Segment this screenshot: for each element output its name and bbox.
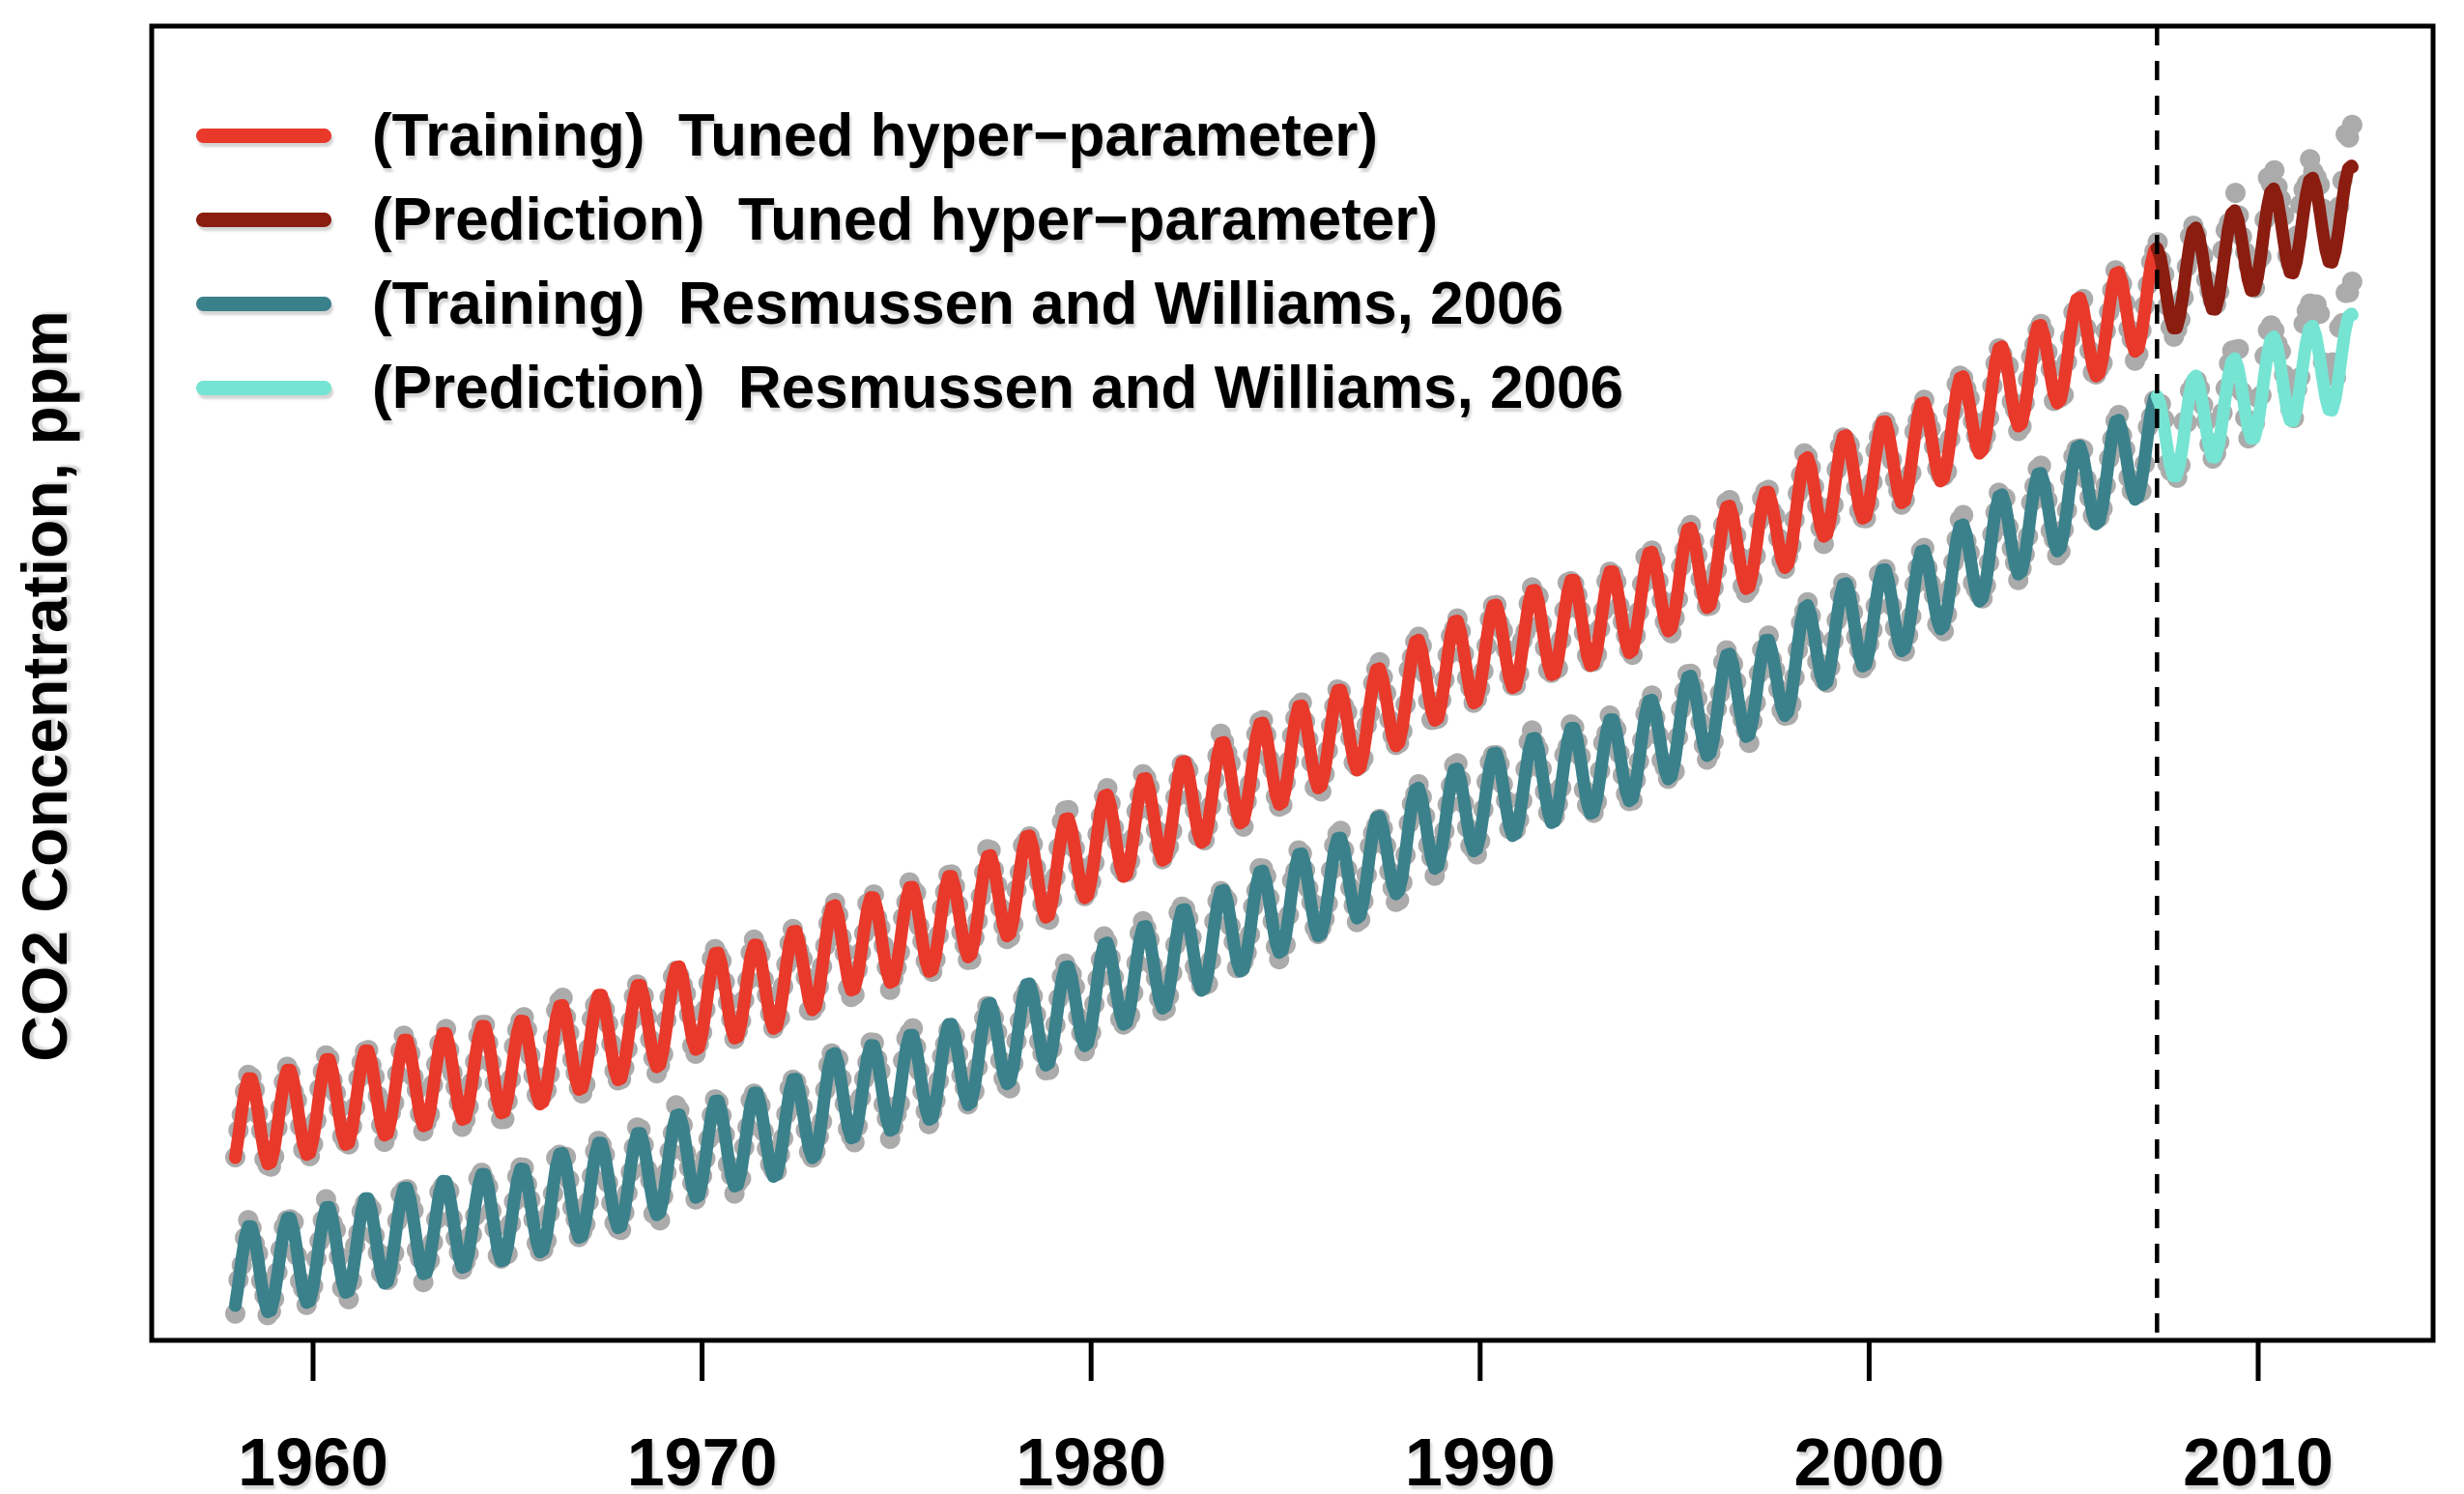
x-tick-label-1990: 1990: [1404, 1424, 1556, 1494]
legend: (Training) Tuned hyper−parameter) (Predi…: [196, 94, 1623, 430]
x-axis-ticks: [310, 1340, 2261, 1381]
x-tick-label-1980: 1980: [1016, 1424, 1167, 1494]
legend-item-training-tuned: (Training) Tuned hyper−parameter): [196, 94, 1623, 178]
legend-line-swatch-prediction-tuned: [196, 213, 331, 227]
legend-item-prediction-rw2006: (Prediction) Resmussen and Williams, 200…: [196, 346, 1623, 430]
legend-line-swatch-prediction-rw2006: [196, 381, 331, 395]
x-tick-label-2010: 2010: [2183, 1424, 2334, 1494]
series-line-prediction_rw2006: [2150, 307, 2359, 483]
legend-item-training-rw2006: (Training) Resmussen and Williams, 2006: [196, 262, 1623, 346]
y-axis-label: CO2 Concentration, ppm: [9, 310, 80, 1062]
legend-item-prediction-tuned: (Prediction) Tuned hyper−parameter): [196, 178, 1623, 262]
legend-item-label: (Training) Resmussen and Williams, 2006: [372, 271, 1563, 337]
plot-border: [149, 23, 2436, 1343]
legend-line-swatch-training-tuned: [196, 129, 331, 143]
x-tick-label-2000: 2000: [1793, 1424, 1945, 1494]
x-tick-label-1960: 1960: [238, 1424, 388, 1494]
series-line-training_rw2006: [229, 389, 2163, 1319]
x-tick-label-1970: 1970: [626, 1424, 778, 1494]
series-line-prediction_tuned: [2150, 159, 2359, 334]
legend-item-label: (Prediction) Resmussen and Williams, 200…: [372, 355, 1623, 421]
series-line-training_tuned: [229, 242, 2163, 1170]
legend-line-swatch-training-rw2006: [196, 297, 331, 311]
legend-item-label: (Prediction) Tuned hyper−parameter): [372, 187, 1439, 253]
legend-item-label: (Training) Tuned hyper−parameter): [372, 102, 1378, 169]
